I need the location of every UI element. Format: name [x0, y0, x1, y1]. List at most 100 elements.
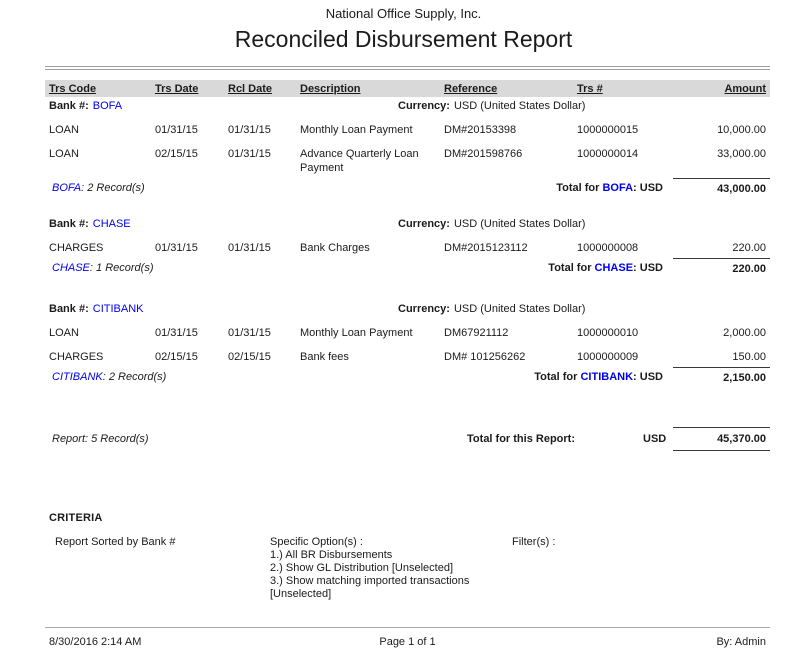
footer-author: By: Admin: [716, 636, 766, 648]
report-total-amount: 45,370.00: [673, 427, 770, 451]
cell-trs-date: 02/15/15: [155, 351, 198, 363]
cell-description: Bank fees: [300, 351, 349, 363]
footer-divider: [45, 627, 770, 628]
total-suffix: : USD: [633, 371, 663, 383]
criteria-section: CRITERIA Report Sorted by Bank # Specifi…: [45, 510, 770, 616]
report-total-label: Total for this Report:: [467, 433, 575, 445]
bank-name-link[interactable]: CHASE: [92, 218, 131, 230]
title-divider: [45, 66, 770, 70]
footer-page-number: Page 1 of 1: [379, 636, 436, 648]
bank-number-label: Bank #:: [49, 303, 89, 315]
cell-reference: DM#2015123112: [444, 242, 528, 254]
cell-rcl-date: 01/31/15: [228, 327, 271, 339]
currency-value: USD (United States Dollar): [453, 100, 586, 112]
col-header-description: Description: [300, 82, 361, 95]
col-header-trs-date: Trs Date: [155, 82, 199, 95]
criteria-option: 1.) All BR Disbursements: [270, 549, 393, 561]
currency-line: Currency: USD (United States Dollar): [398, 303, 585, 315]
cell-trs-num: 1000000009: [577, 351, 639, 363]
cell-amount: 2,000.00: [723, 327, 766, 339]
cell-trs-num: 1000000010: [577, 327, 639, 339]
cell-reference: DM# 101256262: [444, 351, 526, 363]
table-row: LOAN 02/15/15 01/31/15 Advance Quarterly…: [45, 147, 770, 175]
total-prefix: Total for: [556, 182, 603, 194]
cell-description: Bank Charges: [300, 242, 370, 254]
section-total-amount: 2,150.00: [673, 367, 770, 385]
col-header-trs-code: Trs Code: [49, 82, 97, 95]
report-total-currency: USD: [643, 433, 667, 445]
cell-trs-date: 01/31/15: [155, 242, 198, 254]
cell-trs-code: CHARGES: [49, 242, 104, 254]
table-row: CHARGES 02/15/15 02/15/15 Bank fees DM# …: [45, 350, 770, 364]
bank-section-citibank: Bank #: CITIBANK Currency: USD (United Sta…: [45, 300, 770, 385]
criteria-columns: Report Sorted by Bank # Specific Option(…: [45, 536, 770, 616]
currency-line: Currency: USD (United States Dollar): [398, 218, 585, 230]
bank-number-label: Bank #:: [49, 218, 89, 230]
section-total-label: Total for CHASE: USD: [548, 258, 663, 274]
col-header-amount: Amount: [724, 82, 766, 95]
currency-value: USD (United States Dollar): [453, 303, 586, 315]
section-footer-row: CITIBANK: 2 Record(s) Total for CITIBANK…: [45, 367, 770, 385]
table-header-row: Trs Code Trs Date Rcl Date Description R…: [45, 80, 770, 97]
cell-description: Advance Quarterly Loan Payment: [300, 148, 419, 174]
bank-number-label: Bank #:: [49, 100, 89, 112]
bank-name-link[interactable]: BOFA: [92, 100, 123, 112]
cell-trs-code: CHARGES: [49, 351, 104, 363]
section-total-label: Total for BOFA: USD: [556, 178, 663, 194]
bank-header-row: Bank #: CHASE Currency: USD (United States…: [45, 215, 770, 237]
currency-value: USD (United States Dollar): [453, 218, 586, 230]
total-prefix: Total for: [548, 262, 595, 274]
cell-trs-code: LOAN: [49, 124, 79, 136]
bank-header-row: Bank #: BOFA Currency: USD (United States …: [45, 97, 770, 119]
section-records: CITIBANK: 2 Record(s): [45, 367, 534, 383]
cell-rcl-date: 01/31/15: [228, 242, 271, 254]
cell-reference: DM#201598766: [444, 148, 523, 160]
cell-description: Monthly Loan Payment: [300, 124, 413, 136]
bank-records-link[interactable]: BOFA: [52, 182, 82, 194]
section-total-bank[interactable]: BOFA: [602, 182, 634, 194]
cell-trs-num: 1000000015: [577, 124, 639, 136]
page-title: Reconciled Disbursement Report: [234, 26, 573, 52]
page-footer: 8/30/2016 2:14 AM Page 1 of 1 By: Admin: [45, 627, 770, 648]
cell-rcl-date: 01/31/15: [228, 124, 271, 136]
section-records: CHASE: 1 Record(s): [45, 258, 548, 274]
criteria-option: 2.) Show GL Distribution [Unselected]: [270, 562, 454, 574]
currency-line: Currency: USD (United States Dollar): [398, 100, 585, 112]
criteria-option: 3.) Show matching imported transactions …: [270, 575, 470, 600]
cell-trs-date: 01/31/15: [155, 327, 198, 339]
section-total-label: Total for CITIBANK: USD: [534, 367, 663, 383]
currency-label: Currency:: [398, 218, 450, 230]
cell-trs-num: 1000000014: [577, 148, 639, 160]
criteria-heading: CRITERIA: [49, 512, 103, 524]
bank-records-link[interactable]: CHASE: [52, 262, 90, 274]
bank-section-chase: Bank #: CHASE Currency: USD (United States…: [45, 215, 770, 276]
section-footer-row: CHASE: 1 Record(s) Total for CHASE: USD …: [45, 258, 770, 276]
cell-trs-code: LOAN: [49, 148, 79, 160]
bank-name-link[interactable]: CITIBANK: [92, 303, 144, 315]
section-total-bank[interactable]: CHASE: [594, 262, 634, 274]
total-suffix: : USD: [633, 182, 663, 194]
section-records-text: : 2 Record(s): [102, 371, 167, 383]
criteria-filters-label: Filter(s) :: [512, 536, 556, 548]
footer-row: 8/30/2016 2:14 AM Page 1 of 1 By: Admin: [45, 636, 770, 648]
cell-rcl-date: 02/15/15: [228, 351, 271, 363]
table-row: LOAN 01/31/15 01/31/15 Monthly Loan Paym…: [45, 123, 770, 137]
footer-datetime: 8/30/2016 2:14 AM: [49, 636, 142, 648]
criteria-sorted-by: Report Sorted by Bank #: [55, 536, 176, 548]
cell-trs-code: LOAN: [49, 327, 79, 339]
cell-trs-date: 02/15/15: [155, 148, 198, 160]
section-footer-row: BOFA: 2 Record(s) Total for BOFA: USD 43…: [45, 178, 770, 196]
cell-amount: 220.00: [732, 242, 766, 254]
bank-section-bofa: Bank #: BOFA Currency: USD (United States …: [45, 97, 770, 196]
section-total-bank[interactable]: CITIBANK: [580, 371, 634, 383]
bank-header-row: Bank #: CITIBANK Currency: USD (United Sta…: [45, 300, 770, 322]
report-total-row: Report: 5 Record(s) Total for this Repor…: [45, 424, 770, 454]
cell-reference: DM67921112: [444, 327, 509, 339]
col-header-trs-num: Trs #: [577, 82, 603, 95]
cell-trs-num: 1000000008: [577, 242, 639, 254]
criteria-options-label: Specific Option(s) :: [270, 536, 363, 548]
cell-description: Monthly Loan Payment: [300, 327, 413, 339]
section-total-amount: 43,000.00: [673, 178, 770, 196]
bank-records-link[interactable]: CITIBANK: [52, 371, 103, 383]
